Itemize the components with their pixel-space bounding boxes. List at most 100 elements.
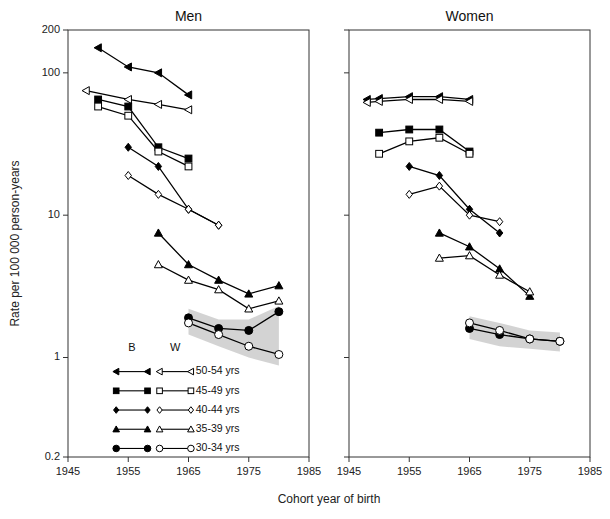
x-tick-label: 1975 bbox=[237, 465, 261, 477]
series-line bbox=[409, 186, 499, 222]
marker bbox=[113, 388, 119, 394]
series-line bbox=[379, 138, 469, 154]
marker bbox=[185, 155, 192, 162]
x-tick bbox=[309, 457, 310, 462]
series-line bbox=[128, 176, 218, 226]
marker bbox=[185, 205, 191, 213]
x-tick-label: 1985 bbox=[297, 465, 321, 477]
plot-frame bbox=[68, 30, 309, 457]
marker bbox=[363, 98, 370, 106]
marker bbox=[188, 407, 193, 414]
marker bbox=[144, 426, 151, 432]
marker bbox=[185, 319, 193, 327]
legend-label: 45-49 yrs bbox=[196, 384, 240, 396]
marker bbox=[156, 445, 163, 452]
series-line bbox=[128, 147, 218, 225]
marker bbox=[215, 221, 221, 229]
series-line bbox=[158, 233, 279, 294]
marker bbox=[245, 342, 253, 350]
marker bbox=[185, 261, 193, 268]
marker bbox=[245, 305, 253, 312]
marker bbox=[113, 445, 120, 452]
y-tick-label: 10 bbox=[48, 208, 60, 220]
panel: 194519551965197519850.2110100200MenRate … bbox=[8, 8, 380, 506]
marker bbox=[556, 337, 564, 345]
marker bbox=[496, 229, 502, 237]
series-line bbox=[409, 166, 499, 233]
marker bbox=[376, 129, 383, 136]
x-tick-label: 1945 bbox=[56, 465, 80, 477]
y-tick bbox=[344, 30, 349, 31]
marker bbox=[275, 282, 283, 289]
marker bbox=[275, 350, 283, 358]
x-tick-label: 1985 bbox=[578, 465, 602, 477]
marker bbox=[215, 221, 221, 229]
marker bbox=[406, 126, 413, 133]
marker bbox=[185, 276, 193, 283]
marker bbox=[125, 143, 131, 151]
marker bbox=[155, 148, 162, 155]
marker bbox=[556, 337, 564, 345]
x-axis-label: Cohort year of birth bbox=[278, 492, 381, 506]
marker bbox=[124, 95, 131, 103]
y-tick-label: 0.2 bbox=[45, 450, 60, 462]
series-line bbox=[439, 256, 529, 292]
legend-line bbox=[160, 390, 191, 391]
marker bbox=[94, 44, 101, 52]
plot-data bbox=[82, 44, 283, 366]
marker bbox=[215, 331, 223, 339]
marker bbox=[154, 261, 162, 268]
marker bbox=[157, 407, 162, 414]
y-tick-label: 1 bbox=[54, 350, 60, 362]
series-line bbox=[158, 265, 279, 309]
y-tick bbox=[63, 457, 68, 458]
x-tick-label: 1965 bbox=[457, 465, 481, 477]
marker bbox=[145, 388, 151, 394]
marker bbox=[435, 229, 443, 236]
marker bbox=[125, 112, 132, 119]
y-tick bbox=[344, 457, 349, 458]
marker bbox=[145, 407, 150, 414]
marker bbox=[188, 368, 194, 375]
marker bbox=[435, 254, 443, 261]
y-tick bbox=[344, 72, 349, 73]
plot-frame bbox=[349, 30, 590, 457]
marker bbox=[188, 426, 195, 432]
marker bbox=[155, 162, 161, 170]
marker bbox=[466, 150, 473, 157]
marker bbox=[188, 388, 194, 394]
series-line bbox=[189, 323, 279, 355]
legend-label: 40-44 yrs bbox=[196, 403, 240, 415]
marker bbox=[144, 445, 151, 452]
y-tick-label: 200 bbox=[42, 23, 60, 35]
legend-line bbox=[160, 429, 191, 430]
x-tick-label: 1965 bbox=[176, 465, 200, 477]
marker bbox=[113, 368, 119, 375]
marker bbox=[466, 319, 474, 327]
marker bbox=[496, 271, 504, 278]
x-tick bbox=[529, 457, 530, 462]
marker bbox=[215, 286, 223, 293]
legend-header: B bbox=[128, 341, 135, 353]
x-tick bbox=[188, 457, 189, 462]
plot-data bbox=[363, 93, 564, 352]
marker bbox=[95, 103, 102, 110]
marker bbox=[405, 95, 412, 103]
marker bbox=[466, 211, 472, 219]
marker bbox=[215, 276, 223, 283]
marker bbox=[466, 243, 474, 250]
y-axis-label: Rate per 100 000 person-years bbox=[8, 160, 22, 326]
legend-line bbox=[116, 409, 147, 410]
series-line bbox=[98, 99, 188, 158]
y-tick bbox=[63, 357, 68, 358]
x-tick-label: 1955 bbox=[397, 465, 421, 477]
y-tick bbox=[344, 215, 349, 216]
marker bbox=[496, 326, 504, 334]
marker bbox=[526, 335, 534, 343]
marker bbox=[275, 308, 283, 316]
legend-line bbox=[160, 409, 191, 410]
x-tick bbox=[590, 457, 591, 462]
x-tick bbox=[469, 457, 470, 462]
legend-line bbox=[116, 448, 147, 449]
marker bbox=[245, 326, 253, 334]
